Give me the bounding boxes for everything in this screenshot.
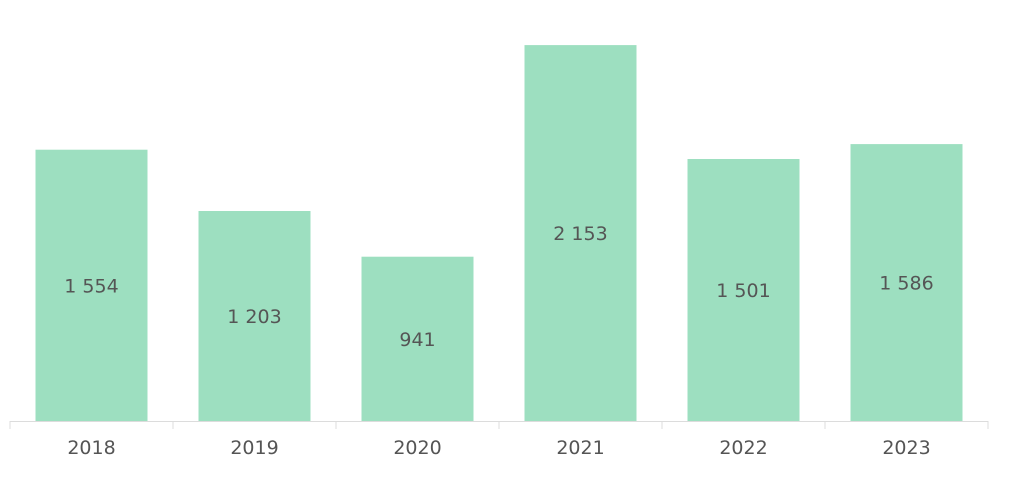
x-tick-labels-group: 2018 2019 2020 2021 2022 2023: [67, 437, 930, 459]
bar-2023: [850, 144, 963, 421]
bar-2020: [361, 256, 474, 421]
x-tick-label-2021: 2021: [556, 437, 604, 459]
bar-value-label-2018: 1 554: [64, 275, 118, 297]
bar-value-label-2021: 2 153: [553, 223, 607, 245]
bars-group: [35, 45, 963, 421]
x-tick-label-2023: 2023: [882, 437, 930, 459]
x-axis: [9, 421, 989, 429]
bar-value-label-2020: 941: [399, 329, 435, 351]
bar-2019: [198, 211, 311, 421]
bar-labels-group: 1 554 1 203 941 2 153 1 501 1 586: [64, 223, 933, 351]
bar-2018: [35, 149, 148, 421]
bar-2022: [687, 159, 800, 421]
x-tick-label-2018: 2018: [67, 437, 115, 459]
x-tick-label-2020: 2020: [393, 437, 441, 459]
x-tick-label-2019: 2019: [230, 437, 278, 459]
bar-value-label-2022: 1 501: [716, 280, 770, 302]
bar-2021: [524, 45, 637, 421]
bar-value-label-2023: 1 586: [879, 273, 933, 295]
bar-value-label-2019: 1 203: [227, 306, 281, 328]
x-tick-label-2022: 2022: [719, 437, 767, 459]
